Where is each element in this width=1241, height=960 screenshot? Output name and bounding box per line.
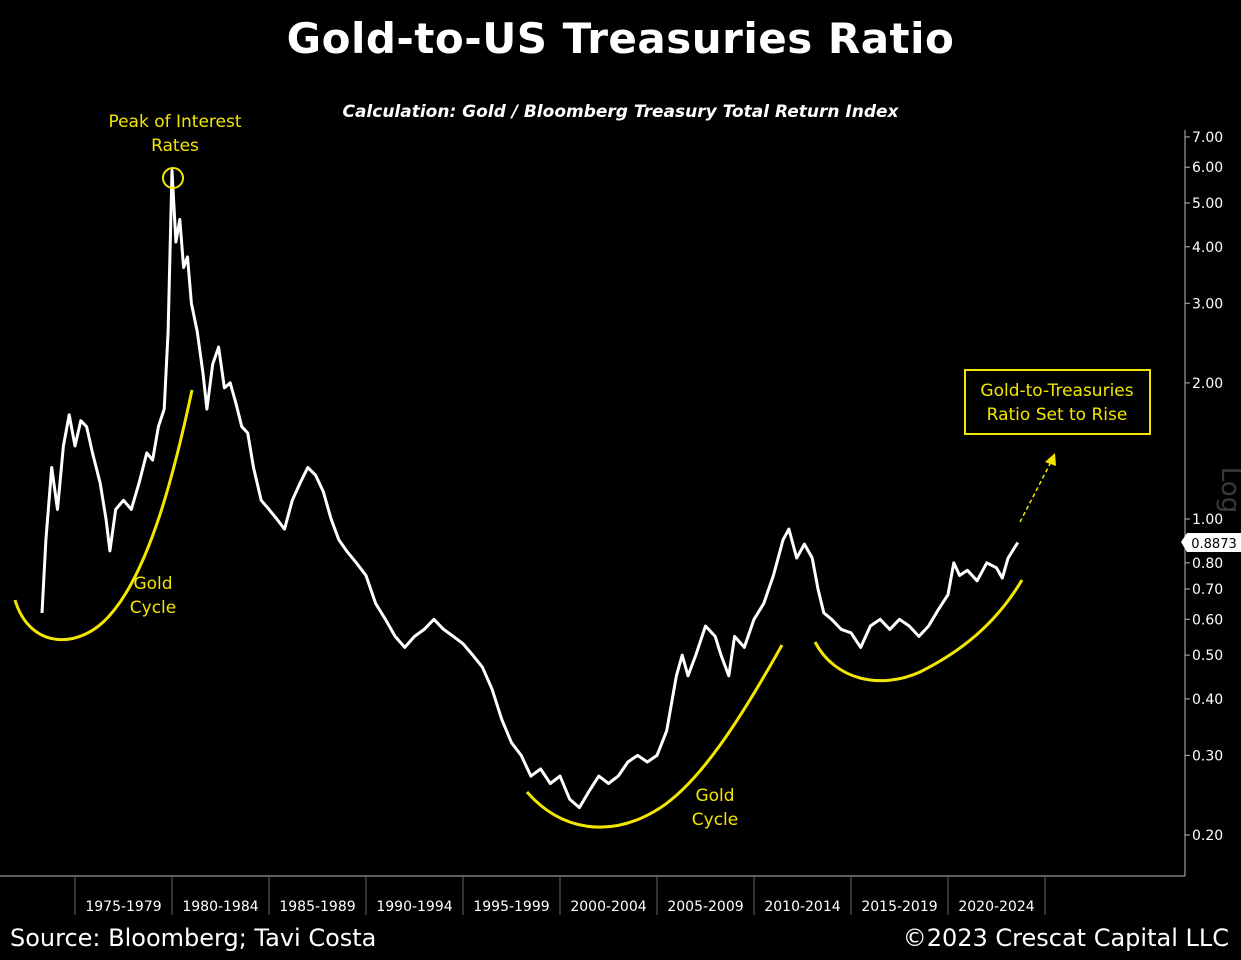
y-tick-label: 0.40 — [1192, 692, 1223, 708]
y-tick-label: 7.00 — [1192, 130, 1223, 146]
y-tick-label: 0.30 — [1192, 748, 1223, 764]
log-scale-label: Log — [1215, 467, 1241, 513]
copyright-footer: ©2023 Crescat Capital LLC — [902, 924, 1229, 952]
x-tick-label: 1980-1984 — [182, 899, 258, 915]
x-tick-label: 1990-1994 — [376, 899, 452, 915]
recent-cycle-arc — [813, 579, 1024, 683]
y-tick-label: 0.50 — [1192, 648, 1223, 664]
gold-cycle-2-line1: Gold — [695, 786, 734, 806]
x-tick-label: 1985-1989 — [279, 899, 355, 915]
chart-title: Gold-to-US Treasuries Ratio — [286, 14, 955, 63]
gold-cycle-arc-2 — [525, 644, 784, 829]
annotation-gold-cycle-2: Gold Cycle — [525, 644, 784, 830]
annotation-peak-line2: Rates — [151, 136, 199, 156]
x-tick-label: 2005-2009 — [667, 899, 743, 915]
y-tick-label: 0.20 — [1192, 828, 1223, 844]
y-axis-ticks: 7.00 6.00 5.00 4.00 3.00 2.00 1.00 0.80 0.70 0.60… — [1185, 130, 1223, 844]
y-tick-label: 4.00 — [1192, 240, 1223, 256]
x-tick-label: 1975-1979 — [85, 899, 161, 915]
y-tick-label: 3.00 — [1192, 296, 1223, 312]
y-tick-label: 5.00 — [1192, 196, 1223, 212]
y-tick-label: 1.00 — [1192, 512, 1223, 528]
y-tick-label: 6.00 — [1192, 160, 1223, 176]
x-tick-label: 2015-2019 — [861, 899, 937, 915]
x-tick-label: 2020-2024 — [958, 899, 1034, 915]
rise-arrow-line — [1019, 459, 1053, 523]
annotation-peak: Peak of Interest Rates — [108, 112, 242, 189]
peak-marker-circle — [162, 167, 184, 189]
annotation-gold-cycle-1: Gold Cycle — [13, 389, 194, 642]
annotation-recent-arc — [813, 579, 1024, 683]
ratio-box — [964, 369, 1151, 435]
gold-cycle-1-line1: Gold — [133, 574, 172, 594]
gold-cycle-1-line2: Cycle — [130, 598, 176, 618]
y-tick-label: 0.70 — [1192, 582, 1223, 598]
last-value-label: 0.8873 — [1191, 537, 1237, 552]
rise-arrow-head — [1045, 453, 1056, 466]
x-tick-label: 2000-2004 — [570, 899, 646, 915]
ratio-line — [40, 169, 1020, 810]
annotation-ratio-set-to-rise: Gold-to-Treasuries Ratio Set to Rise — [964, 369, 1151, 523]
x-gridlines — [74, 876, 1046, 915]
x-axis-ticks: 1975-1979 1980-1984 1985-1989 1990-1994 1995… — [85, 899, 1034, 915]
chart-subtitle: Calculation: Gold / Bloomberg Treasury T… — [342, 102, 899, 122]
x-tick-label: 1995-1999 — [473, 899, 549, 915]
x-tick-label: 2010-2014 — [764, 899, 840, 915]
gold-cycle-2-line2: Cycle — [692, 810, 738, 830]
annotation-peak-line1: Peak of Interest — [108, 112, 241, 132]
source-footer: Source: Bloomberg; Tavi Costa — [10, 924, 377, 952]
ratio-box-line2: Ratio Set to Rise — [987, 405, 1128, 425]
y-tick-label: 2.00 — [1192, 376, 1223, 392]
ratio-box-line1: Gold-to-Treasuries — [980, 381, 1133, 401]
last-value-tag: 0.8873 — [1181, 533, 1241, 552]
y-tick-label: 0.80 — [1192, 556, 1223, 572]
gold-cycle-arc-1 — [13, 389, 194, 642]
y-tick-label: 0.60 — [1192, 612, 1223, 628]
